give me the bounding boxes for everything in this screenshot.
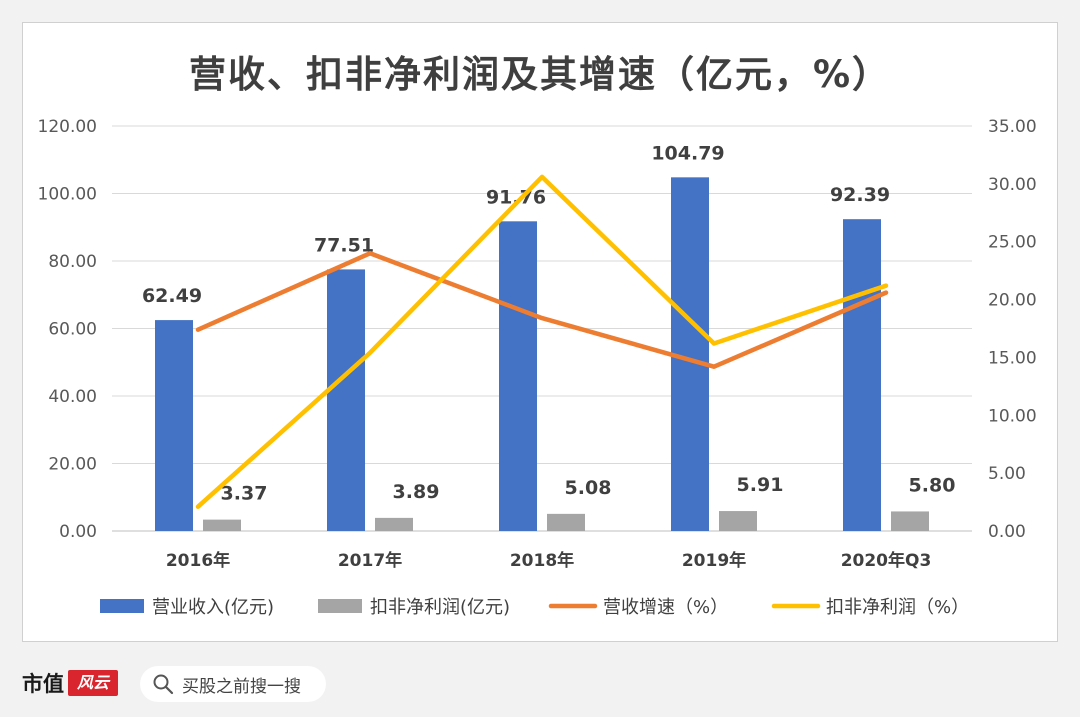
search-icon [153,674,174,695]
bar-revenue [155,320,193,531]
y-left-tick-label: 0.00 [59,522,97,542]
bar-profit [547,513,585,531]
search-box[interactable]: 买股之前搜一搜 [140,666,326,702]
y-right-tick-label: 30.00 [988,175,1037,195]
bar-revenue [499,221,537,531]
data-label: 5.80 [909,474,956,496]
y-left-tick-label: 20.00 [48,455,97,475]
legend-swatch [318,599,362,613]
x-tick-label: 2019年 [682,550,746,571]
data-label: 5.91 [737,474,784,496]
y-left-tick-label: 100.00 [38,185,97,205]
legend-label: 扣非净利润(亿元) [370,597,510,618]
legend-swatch [100,599,144,613]
y-right-tick-label: 25.00 [988,233,1037,253]
chart-svg: 0.00 20.00 40.00 60.00 80.00 100.00 120.00 0.00… [38,117,1037,618]
y-right-tick-label: 15.00 [988,348,1037,368]
data-label: 77.51 [314,234,374,256]
data-label: 5.08 [565,477,612,499]
chart-title: 营收、扣非净利润及其增速（亿元，%） [188,53,892,96]
footer-bar: 市值 风云 买股之前搜一搜 [0,650,1080,717]
bar-revenue [843,219,881,531]
bar-profit [719,511,757,531]
data-label: 3.89 [393,481,440,503]
y-right-tick-label: 0.00 [988,522,1026,542]
x-tick-label: 2017年 [338,550,402,571]
legend-label: 扣非净利润（%） [826,597,969,618]
legend-label: 营收增速（%） [603,597,728,618]
search-placeholder: 买股之前搜一搜 [182,676,301,697]
y-left-tick-label: 60.00 [48,320,97,340]
x-tick-label: 2018年 [510,550,574,571]
line-revenue-growth [195,251,889,369]
chart-card [22,22,1058,642]
legend-label: 营业收入(亿元) [152,597,274,618]
y-right-tick-label: 5.00 [988,464,1026,484]
y-left-tick-label: 80.00 [48,252,97,272]
brand-name: 市值 [22,672,64,696]
bar-revenue [327,269,365,531]
x-tick-label: 2016年 [166,550,230,571]
line-profit-growth [195,174,889,509]
y-left-tick-label: 120.00 [38,117,97,137]
data-label: 92.39 [830,184,890,206]
x-tick-label: 2020年Q3 [841,550,932,571]
brand-logo[interactable]: 市值 风云 [22,668,118,698]
y-right-tick-label: 35.00 [988,117,1037,137]
data-label: 3.37 [221,483,268,505]
y-left-tick-label: 40.00 [48,387,97,407]
data-label: 104.79 [651,142,724,164]
data-label: 91.76 [486,186,546,208]
bar-profit [375,517,413,531]
bar-profit [891,511,929,531]
brand-mark: 风云 [68,670,118,696]
bar-profit [203,519,241,531]
y-right-tick-label: 10.00 [988,406,1037,426]
y-right-tick-label: 20.00 [988,291,1037,311]
data-label: 62.49 [142,285,202,307]
